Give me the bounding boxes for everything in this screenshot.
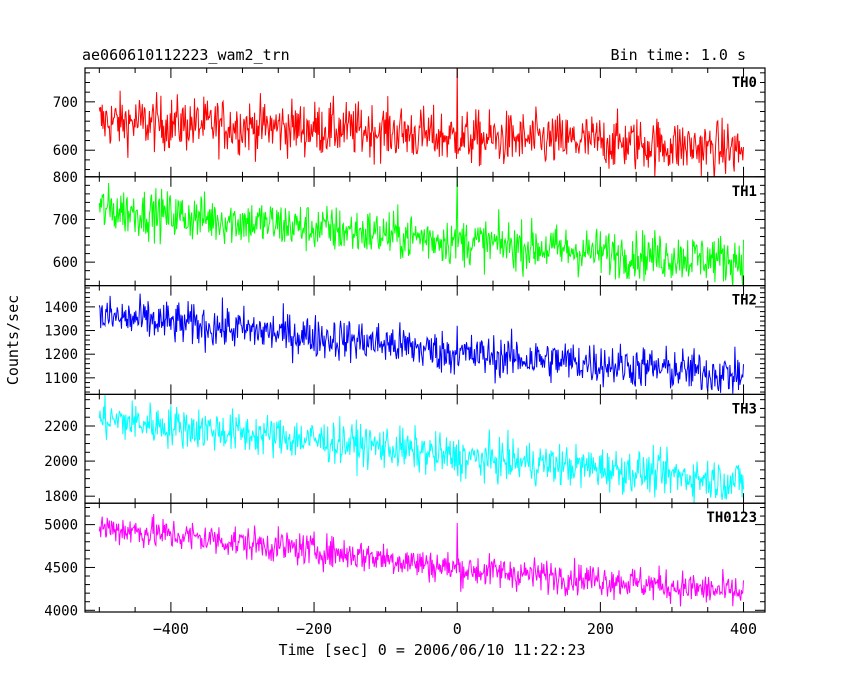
x-tick-label: −200 bbox=[296, 620, 332, 638]
bin-time-label: Bin time: 1.0 s bbox=[611, 46, 746, 64]
y-tick-label: 1300 bbox=[44, 324, 78, 340]
y-tick-label: 1100 bbox=[44, 371, 78, 387]
series-line-th0 bbox=[98, 68, 744, 177]
panel-frame bbox=[84, 176, 766, 287]
series-line-th0123 bbox=[98, 513, 744, 607]
series-line-th1 bbox=[98, 176, 744, 286]
x-tick-label: 400 bbox=[730, 620, 757, 638]
panel-label: TH3 bbox=[732, 401, 757, 417]
panel-label: TH1 bbox=[732, 184, 757, 200]
y-tick-label: 700 bbox=[53, 212, 78, 228]
x-tick-label: 0 bbox=[453, 620, 462, 638]
y-tick-label: 5000 bbox=[44, 518, 78, 534]
panel-th0: 600 700 TH0 bbox=[53, 67, 766, 178]
series-line-th3 bbox=[98, 394, 744, 504]
x-tick-label: 200 bbox=[587, 620, 614, 638]
y-axis-label: Counts/sec bbox=[4, 295, 22, 385]
chart-title: ae060610112223_wam2_trn bbox=[82, 46, 290, 64]
panel-label: TH0123 bbox=[706, 510, 757, 526]
y-tick-label: 1800 bbox=[44, 489, 78, 505]
y-tick-label: 2200 bbox=[44, 419, 78, 435]
y-tick-label: 4000 bbox=[44, 603, 78, 619]
panel-th0123: 4000 4500 5000 TH0123 bbox=[44, 502, 766, 619]
y-tick-label: 1400 bbox=[44, 300, 78, 316]
panel-frame bbox=[84, 285, 766, 396]
y-tick-label: 600 bbox=[53, 255, 78, 271]
y-tick-label: 4500 bbox=[44, 560, 78, 576]
panel-label: TH2 bbox=[732, 293, 757, 309]
panel-th1: 600 700 800 TH1 bbox=[53, 170, 766, 287]
series-line-th2 bbox=[98, 293, 744, 394]
y-tick-label: 800 bbox=[53, 170, 78, 186]
x-axis-label: Time [sec] 0 = 2006/06/10 11:22:23 bbox=[278, 641, 585, 659]
panels-group: 600 700 TH0 600 700 800 TH1 1100 1200 1300 1400 TH2… bbox=[44, 67, 766, 619]
y-tick-label: 2000 bbox=[44, 454, 78, 470]
panel-th2: 1100 1200 1300 1400 TH2 bbox=[44, 285, 766, 396]
y-tick-label: 700 bbox=[53, 95, 78, 111]
x-tick-label: −400 bbox=[153, 620, 189, 638]
y-tick-label: 1200 bbox=[44, 347, 78, 363]
x-axis: −400 −200 0 200 400 bbox=[153, 620, 757, 638]
panel-th3: 1800 2000 2200 TH3 bbox=[44, 393, 766, 505]
panel-label: TH0 bbox=[732, 75, 757, 91]
panel-frame bbox=[84, 502, 766, 613]
y-tick-label: 600 bbox=[53, 143, 78, 159]
